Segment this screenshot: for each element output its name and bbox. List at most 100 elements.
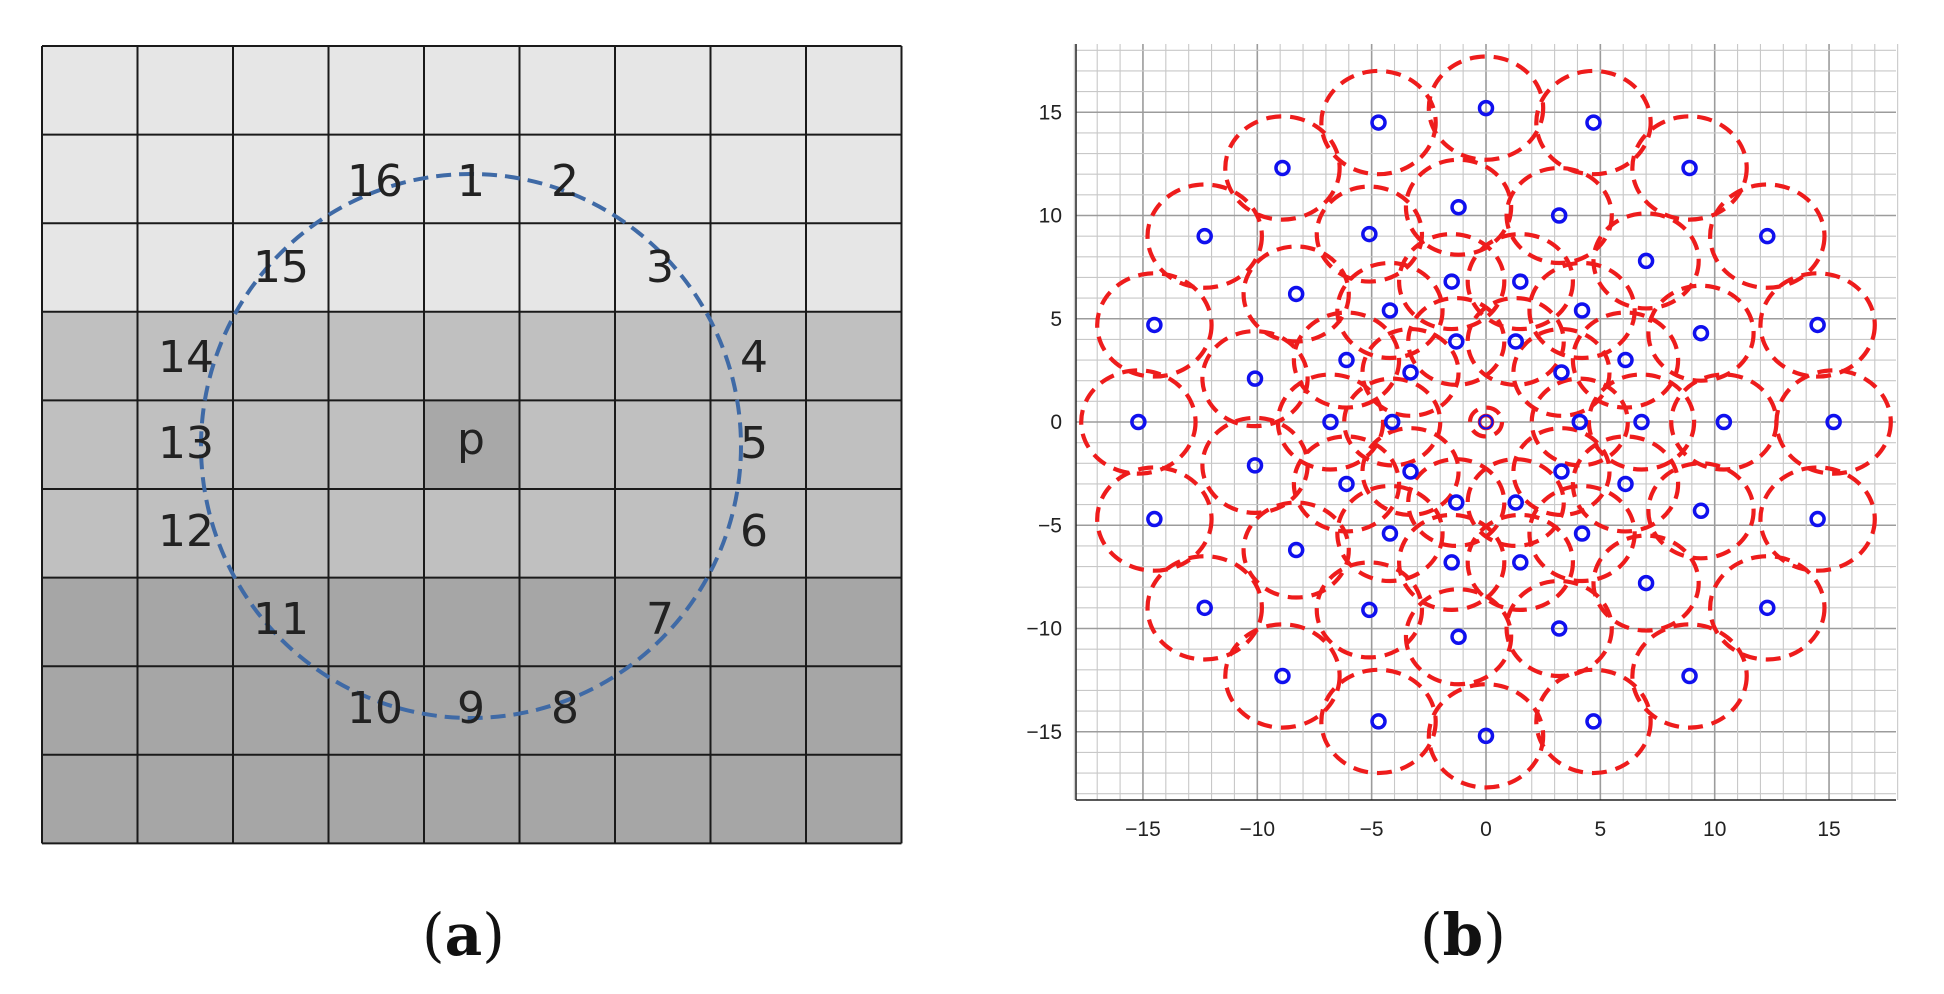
grid-cell	[424, 46, 520, 135]
ring-label-6: 6	[740, 506, 768, 557]
grid-cell	[137, 46, 233, 135]
y-tick-label: 0	[1050, 411, 1062, 434]
grid-cell	[42, 134, 138, 224]
sampling-point	[1402, 364, 1419, 381]
grid-cell	[42, 400, 138, 489]
grid-cell	[328, 489, 424, 578]
sampling-ring	[1465, 296, 1566, 387]
grid-cell	[710, 666, 806, 755]
grid-cell	[137, 577, 233, 667]
sampling-ring	[1708, 554, 1827, 662]
sampling-ring	[1511, 426, 1612, 518]
grid-cell	[806, 134, 902, 224]
sampling-point	[1322, 413, 1339, 431]
sampling-point	[1507, 333, 1524, 350]
grid-cell	[233, 134, 329, 224]
grid-cell	[424, 754, 520, 844]
sampling-ring	[1145, 554, 1264, 662]
grid-cell	[424, 400, 520, 489]
sampling-point	[1338, 475, 1355, 493]
sampling-ring	[1223, 622, 1342, 730]
grid-cell	[519, 489, 615, 578]
sampling-point	[1196, 227, 1213, 245]
sampling-ring	[1314, 560, 1425, 660]
grid-cell	[519, 46, 615, 135]
y-tick-label: −10	[1026, 618, 1062, 641]
grid-cell	[806, 311, 902, 401]
sampling-point	[1512, 554, 1529, 571]
ring-label-15: 15	[253, 242, 309, 293]
sampling-point	[1246, 457, 1264, 474]
grid-cell	[328, 400, 424, 489]
grid-cell	[424, 489, 520, 578]
grid-cell	[328, 311, 424, 401]
sampling-point	[1692, 502, 1710, 520]
sampling-ring	[1646, 461, 1756, 561]
sampling-point	[1617, 351, 1634, 369]
grid-cell	[806, 400, 902, 489]
grid-cell	[137, 134, 233, 224]
grid-cell	[424, 577, 520, 667]
sampling-point	[1759, 599, 1776, 617]
sampling-point	[1809, 510, 1826, 528]
ring-label-1: 1	[457, 156, 485, 207]
grid-cell	[806, 46, 902, 135]
grid-cell	[615, 134, 711, 224]
grid-cell	[519, 577, 615, 667]
sampling-ring	[1223, 114, 1342, 222]
sampling-point	[1585, 114, 1602, 131]
caption-a-letter: a	[444, 901, 483, 969]
plot-axes	[1075, 44, 1896, 801]
grid-cell	[424, 134, 520, 224]
y-tick-label: −15	[1026, 721, 1062, 744]
sampling-ring	[1095, 271, 1214, 379]
grid-cell	[710, 400, 806, 489]
grid-cell	[233, 311, 329, 401]
grid-cell	[42, 577, 138, 667]
sampling-ring	[1200, 415, 1310, 515]
grid-cell	[424, 311, 520, 401]
x-tick-label: 0	[1480, 818, 1492, 841]
grid-cell	[615, 46, 711, 135]
grid-cell	[233, 46, 329, 135]
grid-cell	[233, 223, 329, 312]
sampling-point	[1130, 413, 1147, 431]
sampling-point	[1402, 463, 1419, 480]
ring-label-10: 10	[347, 683, 403, 734]
grid-cell	[710, 577, 806, 667]
sampling-point	[1617, 475, 1634, 493]
sampling-ring	[1774, 368, 1893, 476]
sampling-point	[1692, 324, 1710, 342]
sampling-ring	[1335, 260, 1445, 361]
sampling-ring	[1467, 405, 1505, 439]
sampling-ring	[1630, 622, 1749, 730]
grid-cell	[42, 489, 138, 578]
sampling-point	[1550, 620, 1568, 637]
ring-label-13: 13	[158, 418, 214, 469]
sampling-point	[1361, 601, 1378, 619]
caption-b-letter: b	[1442, 901, 1484, 969]
grid-cell	[233, 400, 329, 489]
sampling-point	[1553, 364, 1570, 381]
grid-cell	[328, 754, 424, 844]
grid-cell	[615, 577, 711, 667]
sampling-ring	[1534, 667, 1653, 776]
sampling-ring	[1403, 157, 1514, 257]
grid-cell	[328, 134, 424, 224]
sampling-point	[1274, 667, 1291, 685]
y-tick-label: −5	[1038, 514, 1062, 537]
sampling-ring	[1403, 587, 1514, 687]
caption-b: (b)	[1420, 901, 1506, 969]
plot-gridlines	[1073, 44, 1899, 800]
grid-cell	[710, 223, 806, 312]
sampling-ring	[1758, 465, 1877, 573]
sampling-point	[1809, 316, 1826, 334]
grid-cell	[328, 577, 424, 667]
sampling-point	[1573, 525, 1591, 542]
sampling-point	[1448, 494, 1465, 511]
grid-cell	[42, 46, 138, 135]
sampling-ring	[1591, 211, 1701, 311]
sampling-point	[1370, 713, 1387, 730]
sampling-ring	[1200, 329, 1310, 429]
